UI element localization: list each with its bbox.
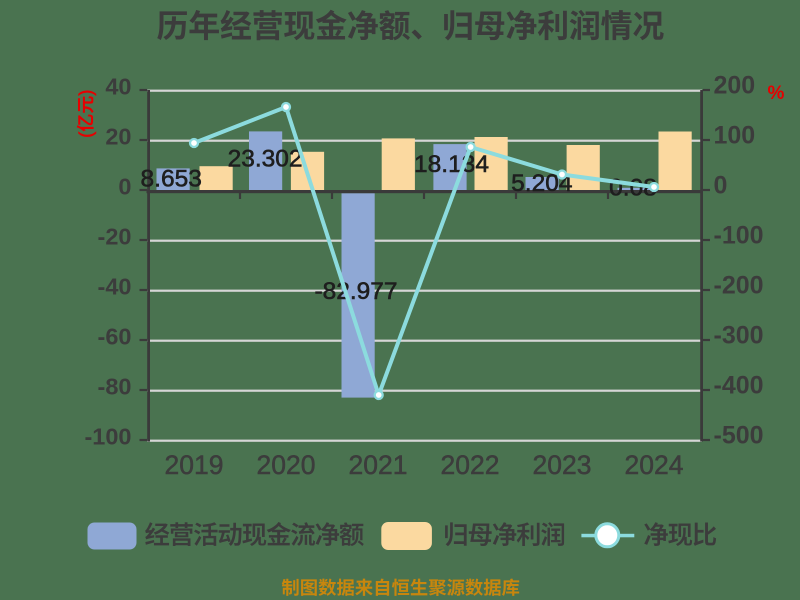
svg-text:100: 100 xyxy=(714,122,756,150)
svg-text:2019: 2019 xyxy=(165,450,224,480)
svg-text:-400: -400 xyxy=(714,372,764,400)
svg-text:0: 0 xyxy=(118,174,131,200)
svg-text:%: % xyxy=(768,83,785,104)
svg-text:20: 20 xyxy=(105,124,131,150)
svg-text:5.204: 5.204 xyxy=(511,170,572,197)
svg-text:2023: 2023 xyxy=(533,450,592,480)
svg-text:18.134: 18.134 xyxy=(414,151,489,178)
svg-text:2020: 2020 xyxy=(257,450,316,480)
svg-text:-100: -100 xyxy=(84,424,131,450)
svg-text:-500: -500 xyxy=(714,422,764,450)
svg-text:): ) xyxy=(76,90,96,96)
svg-text:2024: 2024 xyxy=(625,450,684,480)
svg-text:23.302: 23.302 xyxy=(228,145,303,172)
svg-text:-82.977: -82.977 xyxy=(314,278,397,305)
svg-text:200: 200 xyxy=(714,72,756,100)
svg-text:(: ( xyxy=(76,132,96,138)
svg-text:-200: -200 xyxy=(714,272,764,300)
svg-text:-40: -40 xyxy=(98,274,132,300)
svg-text:-60: -60 xyxy=(98,324,132,350)
svg-text:-300: -300 xyxy=(714,322,764,350)
svg-text:40: 40 xyxy=(105,74,131,100)
svg-text:2021: 2021 xyxy=(349,450,408,480)
svg-text:8.653: 8.653 xyxy=(141,166,202,193)
svg-text:-20: -20 xyxy=(98,224,132,250)
svg-text:-80: -80 xyxy=(98,374,132,400)
svg-text:-100: -100 xyxy=(714,222,764,250)
svg-text:2022: 2022 xyxy=(441,450,500,480)
svg-text:0: 0 xyxy=(714,172,728,200)
